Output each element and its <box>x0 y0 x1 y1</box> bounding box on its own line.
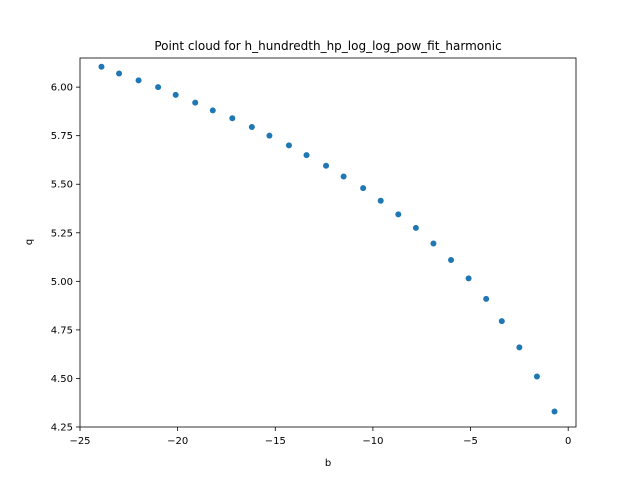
x-tick-label: −10 <box>362 436 383 447</box>
data-point <box>516 344 523 351</box>
data-point <box>395 211 402 218</box>
y-tick-label: 5.75 <box>51 131 73 142</box>
data-point <box>323 162 330 169</box>
data-point <box>285 142 292 149</box>
data-point <box>303 152 310 159</box>
data-point <box>155 84 162 91</box>
data-point <box>483 295 490 302</box>
y-tick-label: 4.25 <box>51 423 73 434</box>
data-point <box>192 99 199 106</box>
plot-frame <box>79 57 577 428</box>
x-tick-label: −20 <box>167 436 188 447</box>
y-axis-label: q <box>24 239 35 245</box>
data-point <box>266 132 273 139</box>
y-tick-label: 4.50 <box>51 374 73 385</box>
data-point <box>135 77 142 84</box>
data-point <box>465 275 472 282</box>
x-axis: −25 −20 −15 −10 −5 0 <box>69 427 571 447</box>
x-tick-label: 0 <box>565 436 571 447</box>
y-tick-label: 5.50 <box>51 180 73 191</box>
y-tick-label: 4.75 <box>51 325 73 336</box>
data-point <box>116 70 123 77</box>
x-axis-label: b <box>325 458 331 469</box>
y-tick-label: 5.25 <box>51 228 73 239</box>
data-point <box>340 173 347 180</box>
y-tick-label: 6.00 <box>51 83 73 94</box>
data-point <box>551 408 558 415</box>
data-point <box>172 91 179 98</box>
x-tick-label: −15 <box>265 436 286 447</box>
y-tick-label: 5.00 <box>51 277 73 288</box>
data-point <box>412 224 419 231</box>
data-point <box>98 63 105 70</box>
plot-area <box>98 63 558 415</box>
data-point <box>209 107 216 114</box>
x-tick-label: −25 <box>69 436 90 447</box>
data-point <box>360 185 367 192</box>
data-point <box>533 373 540 380</box>
data-point <box>448 256 455 263</box>
chart-title: Point cloud for h_hundredth_hp_log_log_p… <box>154 39 501 53</box>
x-tick-label: −5 <box>463 436 478 447</box>
data-point <box>377 197 384 204</box>
data-point <box>229 115 236 122</box>
data-point <box>430 240 437 247</box>
data-point <box>498 318 505 325</box>
y-axis: 4.25 4.50 4.75 5.00 5.25 5.50 5.75 6.00 <box>51 83 80 434</box>
data-point <box>248 123 255 130</box>
